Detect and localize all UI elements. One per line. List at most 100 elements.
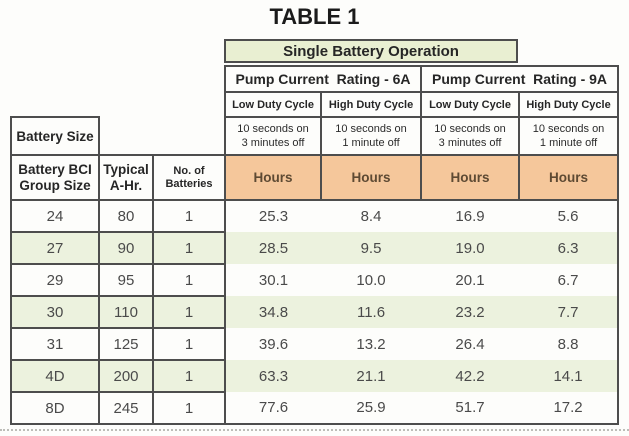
pump-rating-row: Pump Current Rating - 6A Pump Current Ra… bbox=[11, 65, 620, 93]
cell-battery-group: 29 bbox=[10, 263, 100, 297]
cell-typical-ahr: 245 bbox=[98, 391, 154, 425]
cell-hours-6a-high: 13.2 bbox=[356, 335, 386, 353]
header-line: No. of bbox=[173, 164, 205, 177]
cell-hours-9a-high: 6.7 bbox=[519, 264, 620, 296]
duty-description-line: 3 minutes off bbox=[241, 137, 305, 149]
cell-hours-9a-low: 42.2 bbox=[455, 367, 485, 385]
cell-hours-9a-low: 51.7 bbox=[421, 392, 520, 425]
duty-description-line: 10 seconds on bbox=[237, 123, 309, 135]
cell-num-batteries: 1 bbox=[151, 263, 227, 297]
duty-description-6a-low: 10 seconds on 3 minutes off bbox=[224, 116, 323, 156]
single-battery-operation-header: Single Battery Operation bbox=[224, 39, 518, 63]
cell-battery-group: 24 bbox=[10, 199, 100, 233]
cell-hours-6a-high: 25.9 bbox=[321, 392, 422, 425]
cell-hours-6a-low: 39.6 bbox=[258, 335, 289, 353]
pump-rating-9a-header: Pump Current Rating - 9A bbox=[420, 65, 620, 93]
header-line: Batteries bbox=[165, 177, 213, 190]
cell-battery-group: 27 bbox=[10, 231, 100, 265]
cell-battery-group: 4D bbox=[10, 359, 100, 393]
cell-hours-6a-low: 63.3 bbox=[258, 367, 289, 385]
cell-hours-9a-low: 23.2 bbox=[455, 303, 485, 321]
duty-cycle-6a-high-header: High Duty Cycle bbox=[320, 91, 423, 118]
table-row: 31 125 1 39.6 13.2 26.4 8.8 bbox=[10, 327, 620, 361]
cell-typical-ahr: 125 bbox=[98, 327, 154, 361]
cell-hours-6a-high: 21.1 bbox=[356, 367, 386, 385]
cell-hours-9a-low: 16.9 bbox=[455, 208, 485, 225]
hours-header-6a-low: Hours bbox=[224, 154, 323, 201]
table-row: 30 110 1 34.8 11.6 23.2 7.7 bbox=[10, 295, 620, 329]
cell-typical-ahr: 90 bbox=[98, 231, 154, 265]
cell-hours-6a-low: 34.8 bbox=[258, 303, 289, 321]
cell-num-batteries: 1 bbox=[151, 231, 227, 265]
pump-rating-6a-header: Pump Current Rating - 6A bbox=[224, 65, 423, 93]
hours-header-6a-high: Hours bbox=[320, 154, 423, 201]
cell-num-batteries: 1 bbox=[151, 199, 227, 233]
cell-hours-9a-high: 14.1 bbox=[519, 360, 620, 392]
duty-description-line: 10 seconds on bbox=[335, 123, 407, 135]
hours-header-9a-low: Hours bbox=[420, 154, 521, 201]
spacer-cell bbox=[11, 66, 225, 92]
column-header-row: Battery BCI Group Size Typical A-Hr. No.… bbox=[10, 154, 620, 201]
cell-hours-6a-low: 77.6 bbox=[225, 392, 322, 425]
duty-description-line: 1 minute off bbox=[342, 137, 400, 149]
cell-hours-9a-high: 7.7 bbox=[519, 296, 620, 328]
battery-size-header: Battery Size bbox=[10, 116, 100, 156]
spacer-cell bbox=[11, 92, 225, 117]
spacer-cell bbox=[99, 117, 225, 155]
cell-hours-9a-low: 20.1 bbox=[455, 271, 485, 289]
header-line: Battery BCI bbox=[18, 161, 92, 177]
typical-ahr-header: Typical A-Hr. bbox=[98, 154, 154, 201]
cell-hours-9a-high: 17.2 bbox=[519, 392, 620, 425]
cell-hours-9a-high: 5.6 bbox=[519, 200, 620, 232]
duty-cycle-9a-high-header: High Duty Cycle bbox=[518, 91, 620, 118]
cell-typical-ahr: 110 bbox=[98, 295, 154, 329]
duty-description-line: 1 minute off bbox=[539, 137, 598, 149]
header-line: Typical bbox=[103, 161, 149, 177]
cell-hours-6a-high: 10.0 bbox=[356, 271, 386, 289]
duty-description-line: 10 seconds on bbox=[434, 123, 506, 135]
duty-description-line: 10 seconds on bbox=[532, 123, 605, 135]
cell-hours-6a-low: 30.1 bbox=[258, 271, 289, 289]
cell-hours-9a-low: 19.0 bbox=[455, 239, 485, 257]
cell-num-batteries: 1 bbox=[151, 327, 227, 361]
cell-hours-9a-low: 26.4 bbox=[455, 335, 485, 353]
cell-battery-group: 8D bbox=[10, 391, 100, 425]
duty-description-9a-low: 10 seconds on 3 minutes off bbox=[420, 116, 521, 156]
cell-num-batteries: 1 bbox=[151, 295, 227, 329]
page-title: TABLE 1 bbox=[269, 4, 360, 29]
battery-operation-table: Pump Current Rating - 6A Pump Current Ra… bbox=[10, 65, 620, 425]
duty-description-9a-high: 10 seconds on 1 minute off bbox=[518, 116, 620, 156]
table-row: 29 95 1 30.1 10.0 20.1 6.7 bbox=[10, 263, 620, 297]
duty-cycle-6a-low-header: Low Duty Cycle bbox=[224, 91, 323, 118]
battery-bci-group-size-header: Battery BCI Group Size bbox=[10, 154, 100, 201]
duty-description-6a-high: 10 seconds on 1 minute off bbox=[320, 116, 423, 156]
no-of-batteries-header: No. of Batteries bbox=[151, 154, 227, 201]
header-line: A-Hr. bbox=[109, 177, 143, 193]
duty-description-line: 3 minutes off bbox=[438, 137, 502, 149]
table-row: 4D 200 1 63.3 21.1 42.2 14.1 bbox=[10, 359, 620, 393]
cell-hours-6a-low: 25.3 bbox=[258, 208, 289, 225]
cell-hours-9a-high: 6.3 bbox=[519, 232, 620, 264]
cell-hours-6a-low: 28.5 bbox=[258, 239, 289, 257]
header-line: Group Size bbox=[19, 177, 91, 193]
battery-rows: 24 80 1 25.3 8.4 16.9 5.6 27 90 1 28.5 9… bbox=[10, 199, 620, 425]
cell-hours-6a-high: 9.5 bbox=[360, 239, 382, 257]
table-row: 27 90 1 28.5 9.5 19.0 6.3 bbox=[10, 231, 620, 265]
duty-cycle-row: Low Duty Cycle High Duty Cycle Low Duty … bbox=[11, 91, 620, 118]
cell-hours-9a-high: 8.8 bbox=[519, 328, 620, 360]
cell-typical-ahr: 200 bbox=[98, 359, 154, 393]
table-row: 8D 245 1 77.6 25.9 51.7 17.2 bbox=[10, 391, 620, 425]
cell-hours-6a-high: 8.4 bbox=[360, 208, 382, 225]
cell-num-batteries: 1 bbox=[151, 391, 227, 425]
table-row: 24 80 1 25.3 8.4 16.9 5.6 bbox=[10, 199, 620, 233]
cell-hours-6a-high: 11.6 bbox=[356, 303, 386, 321]
cell-battery-group: 31 bbox=[10, 327, 100, 361]
cell-typical-ahr: 80 bbox=[98, 199, 154, 233]
cell-typical-ahr: 95 bbox=[98, 263, 154, 297]
hours-header-9a-high: Hours bbox=[518, 154, 620, 201]
duty-cycle-9a-low-header: Low Duty Cycle bbox=[420, 91, 521, 118]
cell-num-batteries: 1 bbox=[151, 359, 227, 393]
duty-description-row: Battery Size 10 seconds on 3 minutes off… bbox=[10, 116, 620, 156]
cell-battery-group: 30 bbox=[10, 295, 100, 329]
